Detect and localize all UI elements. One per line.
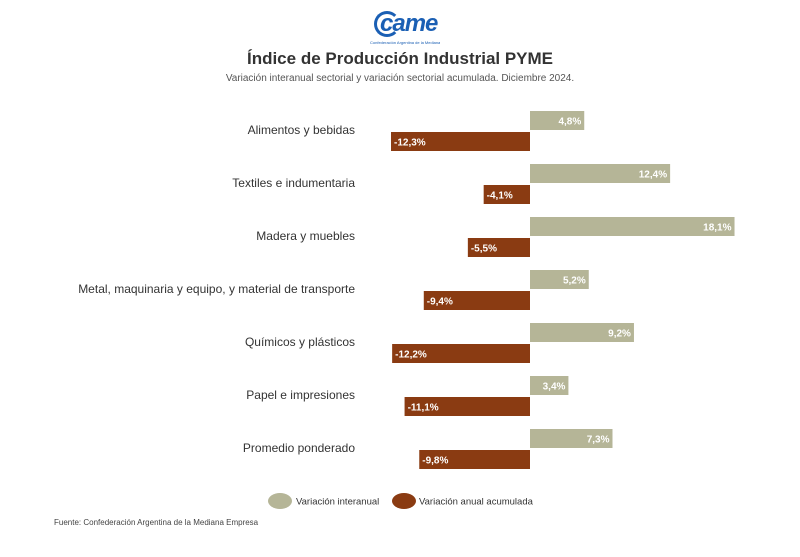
bar-interanual bbox=[530, 376, 569, 395]
data-label: -11,1% bbox=[408, 403, 439, 414]
data-label: 4,8% bbox=[558, 117, 581, 128]
logo-ring-shape bbox=[374, 11, 400, 37]
bar-acumulada bbox=[483, 185, 530, 204]
category-label: Madera y muebles bbox=[256, 229, 355, 243]
bar-acumulada bbox=[423, 291, 530, 310]
bar-acumulada bbox=[391, 132, 530, 151]
legend-label: Variación anual acumulada bbox=[419, 497, 534, 508]
data-label: -12,2% bbox=[395, 350, 427, 361]
source-footer: Fuente: Confederación Argentina de la Me… bbox=[54, 518, 259, 527]
category-label: Metal, maquinaria y equipo, y material d… bbox=[78, 282, 355, 296]
data-label: -9,8% bbox=[422, 456, 448, 467]
chart-title: Índice de Producción Industrial PYME bbox=[246, 49, 554, 68]
data-label: 7,3% bbox=[587, 435, 610, 446]
data-label: 9,2% bbox=[608, 329, 631, 340]
data-label: -4,1% bbox=[487, 191, 513, 202]
data-label: 18,1% bbox=[703, 223, 731, 234]
bar-interanual bbox=[530, 323, 634, 342]
category-label: Alimentos y bebidas bbox=[248, 123, 355, 137]
bar-interanual bbox=[530, 164, 671, 183]
bar-interanual bbox=[530, 217, 735, 236]
data-label: 5,2% bbox=[563, 276, 586, 287]
legend-label: Variación interanual bbox=[296, 497, 379, 508]
data-label: -5,5% bbox=[471, 244, 497, 255]
data-label: 12,4% bbox=[639, 170, 667, 181]
category-label: Químicos y plásticos bbox=[245, 335, 355, 349]
legend-swatch bbox=[392, 493, 416, 509]
bar-acumulada bbox=[419, 450, 530, 469]
category-label: Textiles e indumentaria bbox=[232, 176, 355, 190]
category-label: Papel e impresiones bbox=[246, 388, 355, 402]
legend-swatch bbox=[268, 493, 292, 509]
bar-acumulada bbox=[404, 397, 530, 416]
bar-interanual bbox=[530, 111, 585, 130]
chart-subtitle: Variación interanual sectorial y variaci… bbox=[225, 73, 575, 84]
logo-subtitle: Confederación Argentina de la Mediana Em… bbox=[370, 40, 440, 45]
category-label: Promedio ponderado bbox=[243, 441, 355, 455]
came-logo: came Confederación Argentina de la Media… bbox=[370, 10, 440, 52]
data-label: -9,4% bbox=[427, 297, 453, 308]
bar-acumulada bbox=[467, 238, 530, 257]
data-label: 3,4% bbox=[543, 382, 566, 393]
bar-interanual bbox=[530, 270, 589, 289]
data-label: -12,3% bbox=[394, 138, 426, 149]
bar-acumulada bbox=[392, 344, 530, 363]
logo-text: came bbox=[380, 10, 438, 37]
bar-interanual bbox=[530, 429, 613, 448]
